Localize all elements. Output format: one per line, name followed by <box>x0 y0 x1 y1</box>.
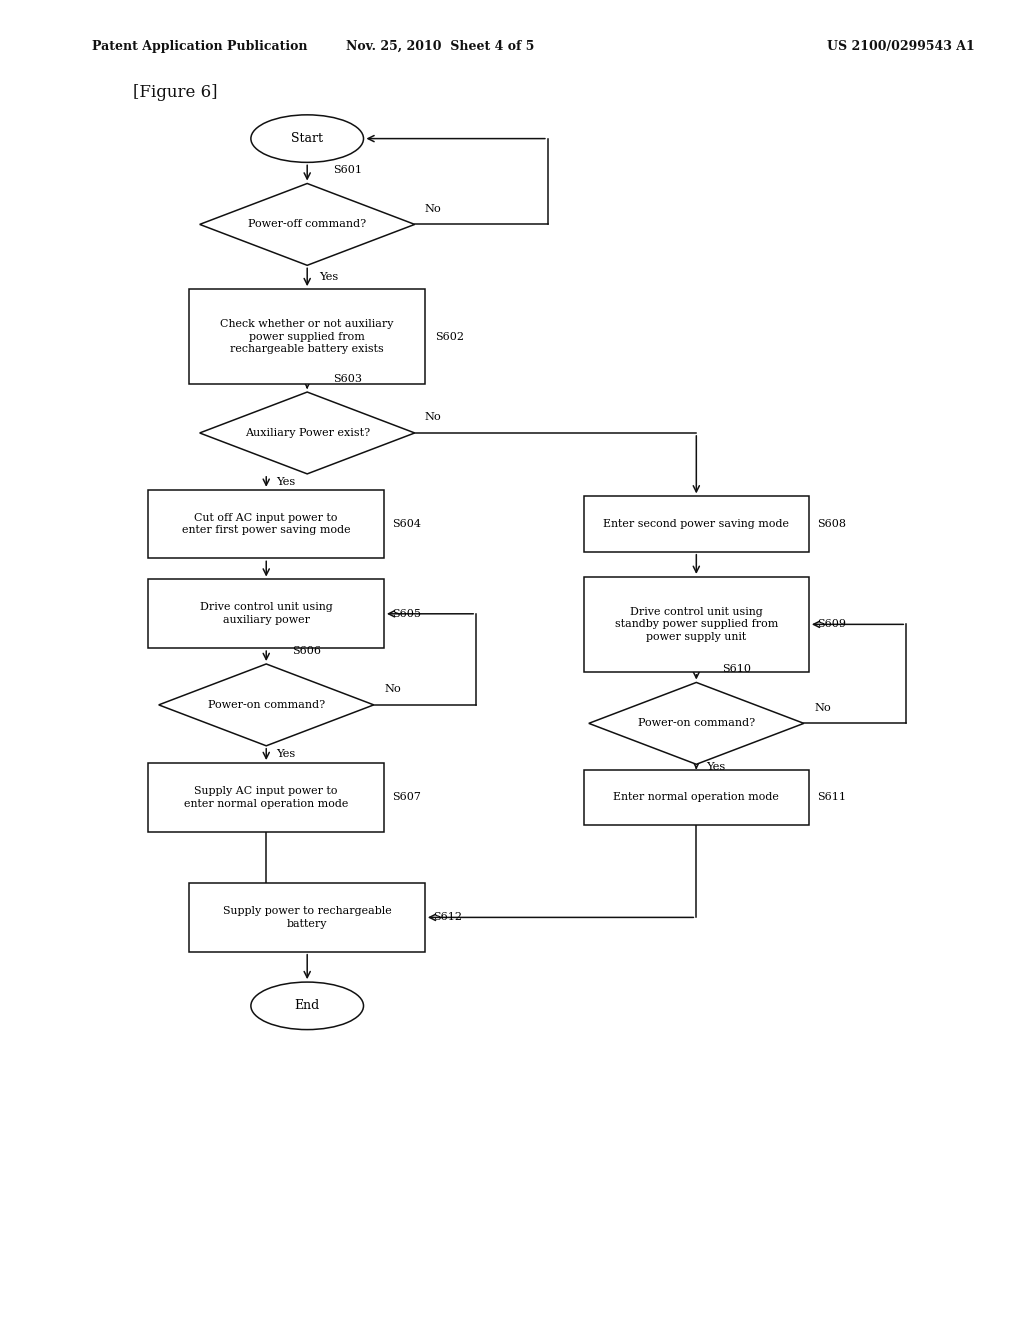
FancyBboxPatch shape <box>189 883 425 952</box>
Text: No: No <box>384 684 400 694</box>
Text: Yes: Yes <box>707 762 726 772</box>
Ellipse shape <box>251 982 364 1030</box>
Text: Auxiliary Power exist?: Auxiliary Power exist? <box>245 428 370 438</box>
FancyBboxPatch shape <box>148 490 384 558</box>
Text: Drive control unit using
standby power supplied from
power supply unit: Drive control unit using standby power s… <box>614 607 778 642</box>
Polygon shape <box>200 183 415 265</box>
Text: S611: S611 <box>817 792 846 803</box>
Text: Enter second power saving mode: Enter second power saving mode <box>603 519 790 529</box>
Polygon shape <box>589 682 804 764</box>
Text: Patent Application Publication: Patent Application Publication <box>92 40 307 53</box>
Text: S603: S603 <box>333 374 361 384</box>
Text: S609: S609 <box>817 619 846 630</box>
Text: Drive control unit using
auxiliary power: Drive control unit using auxiliary power <box>200 602 333 626</box>
Text: S607: S607 <box>392 792 421 803</box>
Text: Yes: Yes <box>276 750 296 759</box>
FancyBboxPatch shape <box>148 763 384 832</box>
Text: No: No <box>814 702 830 713</box>
Text: Power-on command?: Power-on command? <box>638 718 755 729</box>
Polygon shape <box>159 664 374 746</box>
FancyBboxPatch shape <box>584 770 809 825</box>
Text: Nov. 25, 2010  Sheet 4 of 5: Nov. 25, 2010 Sheet 4 of 5 <box>346 40 535 53</box>
FancyBboxPatch shape <box>584 577 809 672</box>
Text: S612: S612 <box>433 912 462 923</box>
Text: Supply AC input power to
enter normal operation mode: Supply AC input power to enter normal op… <box>184 785 348 809</box>
Text: No: No <box>425 203 441 214</box>
Text: Start: Start <box>291 132 324 145</box>
Text: S602: S602 <box>435 331 464 342</box>
Text: S601: S601 <box>333 165 361 176</box>
Text: S608: S608 <box>817 519 846 529</box>
Ellipse shape <box>251 115 364 162</box>
FancyBboxPatch shape <box>584 496 809 552</box>
Text: S605: S605 <box>392 609 421 619</box>
Text: Power-on command?: Power-on command? <box>208 700 325 710</box>
Polygon shape <box>200 392 415 474</box>
FancyBboxPatch shape <box>148 579 384 648</box>
FancyBboxPatch shape <box>189 289 425 384</box>
Text: Check whether or not auxiliary
power supplied from
rechargeable battery exists: Check whether or not auxiliary power sup… <box>220 319 394 354</box>
Text: [Figure 6]: [Figure 6] <box>133 84 218 100</box>
Text: S604: S604 <box>392 519 421 529</box>
Text: Enter normal operation mode: Enter normal operation mode <box>613 792 779 803</box>
Text: Yes: Yes <box>276 477 296 487</box>
Text: End: End <box>295 999 319 1012</box>
Text: Cut off AC input power to
enter first power saving mode: Cut off AC input power to enter first po… <box>182 512 350 536</box>
Text: No: No <box>425 412 441 422</box>
Text: Supply power to rechargeable
battery: Supply power to rechargeable battery <box>223 906 391 929</box>
Text: Power-off command?: Power-off command? <box>248 219 367 230</box>
Text: US 2100/0299543 A1: US 2100/0299543 A1 <box>827 40 975 53</box>
Text: S606: S606 <box>292 645 321 656</box>
Text: S610: S610 <box>722 664 751 675</box>
Text: Yes: Yes <box>319 272 339 282</box>
